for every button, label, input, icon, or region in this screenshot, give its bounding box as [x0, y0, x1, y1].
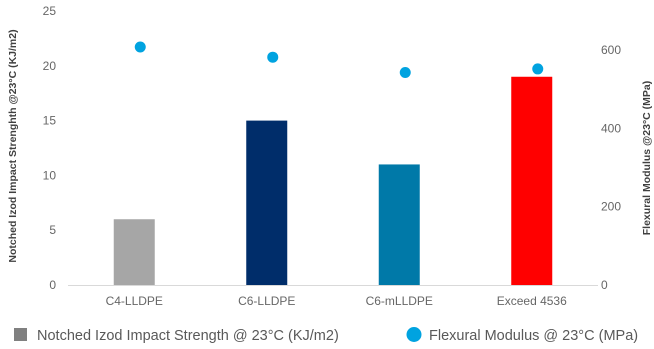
bar	[511, 76, 553, 285]
bar	[378, 164, 420, 285]
scatter-point	[267, 51, 279, 63]
x-tick-label: C6-mLLDPE	[366, 294, 433, 308]
bar-series	[113, 76, 553, 285]
bar	[246, 120, 288, 285]
y-right-tick-label: 0	[601, 278, 608, 292]
legend-marker-bar	[14, 328, 27, 341]
y-left-tick-label: 0	[49, 278, 56, 292]
legend-marker-scatter	[406, 327, 422, 342]
x-tick-label: C4-LLDPE	[106, 294, 163, 308]
y-right-tick-label: 400	[601, 121, 621, 135]
right-axis-ticks: 0 200 400 600	[601, 43, 621, 292]
x-axis-ticks: C4-LLDPE C6-LLDPE C6-mLLDPE Exceed 4536	[106, 294, 568, 308]
left-axis-ticks: 0 5 10 15 20 25	[43, 4, 57, 292]
scatter-point	[532, 63, 544, 75]
scatter-point	[399, 66, 411, 78]
y-axis-left-label: Notched Izod Impact Strenghth @23°C (KJ/…	[7, 29, 19, 262]
y-left-tick-label: 20	[43, 59, 57, 73]
y-left-tick-label: 5	[49, 223, 56, 237]
legend: Notched Izod Impact Strength @ 23°C (KJ/…	[14, 327, 638, 344]
x-tick-label: C6-LLDPE	[238, 294, 295, 308]
y-right-tick-label: 600	[601, 43, 621, 57]
legend-label-bar: Notched Izod Impact Strength @ 23°C (KJ/…	[37, 328, 339, 344]
x-tick-label: Exceed 4536	[497, 294, 567, 308]
scatter-point	[134, 41, 146, 53]
y-right-tick-label: 200	[601, 200, 621, 214]
y-left-tick-label: 25	[43, 4, 57, 18]
scatter-series	[134, 41, 544, 78]
y-axis-right-label: Flexural Modulus @23°C (MPa)	[641, 81, 653, 235]
y-left-tick-label: 10	[43, 168, 57, 182]
y-left-tick-label: 15	[43, 114, 57, 128]
legend-label-scatter: Flexural Modulus @ 23°C (MPa)	[429, 328, 638, 344]
bar	[113, 219, 155, 285]
